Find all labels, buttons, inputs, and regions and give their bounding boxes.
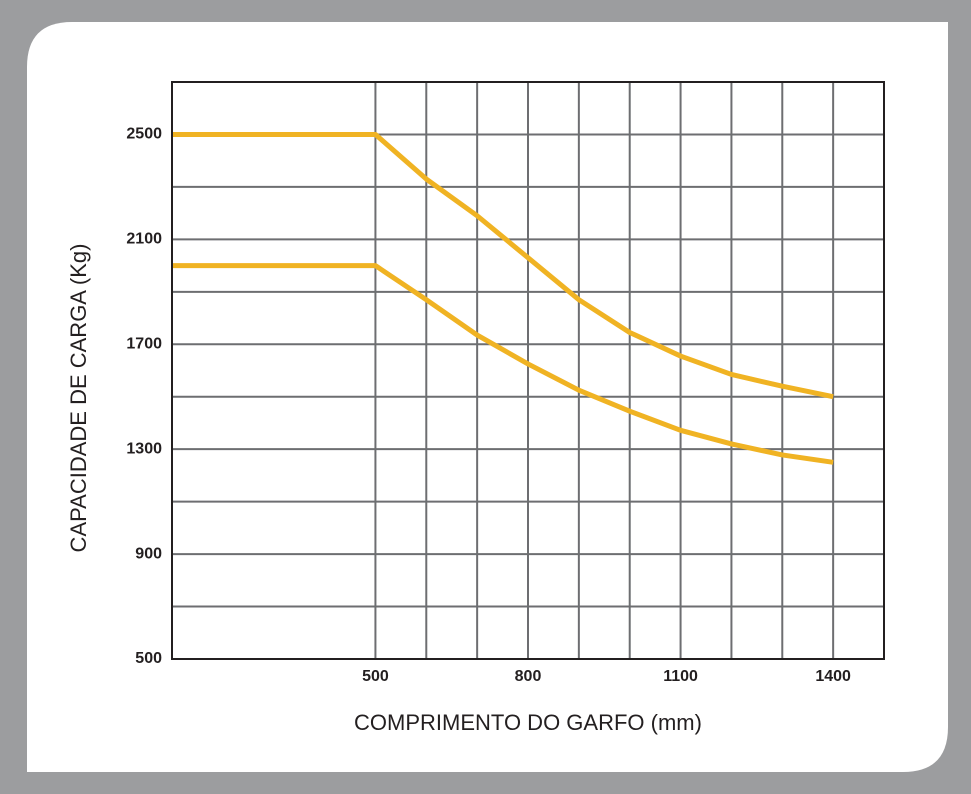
y-tick-label: 1700 bbox=[126, 335, 162, 352]
y-tick-label: 500 bbox=[135, 650, 162, 667]
x-tick-label: 1400 bbox=[815, 668, 851, 685]
y-tick-label: 2100 bbox=[126, 231, 162, 248]
labels: 500 800 1100 1400 500 900 1300 1700 2100 2500 bbox=[126, 126, 851, 686]
x-tick-label: 800 bbox=[515, 668, 542, 685]
grid bbox=[172, 82, 884, 659]
y-tick-label: 900 bbox=[135, 545, 162, 562]
y-axis-title: CAPACIDADE DE CARGA (Kg) bbox=[66, 244, 91, 553]
plot-border bbox=[171, 81, 885, 660]
y-tick-label: 1300 bbox=[126, 440, 162, 457]
lines bbox=[172, 131, 834, 465]
y-tick-label: 2500 bbox=[126, 126, 162, 143]
series-line bbox=[172, 263, 834, 465]
x-tick-label: 1100 bbox=[663, 668, 698, 685]
x-tick-label: 500 bbox=[362, 668, 389, 685]
series-line bbox=[172, 131, 834, 400]
x-axis-title: COMPRIMENTO DO GARFO (mm) bbox=[354, 710, 702, 735]
